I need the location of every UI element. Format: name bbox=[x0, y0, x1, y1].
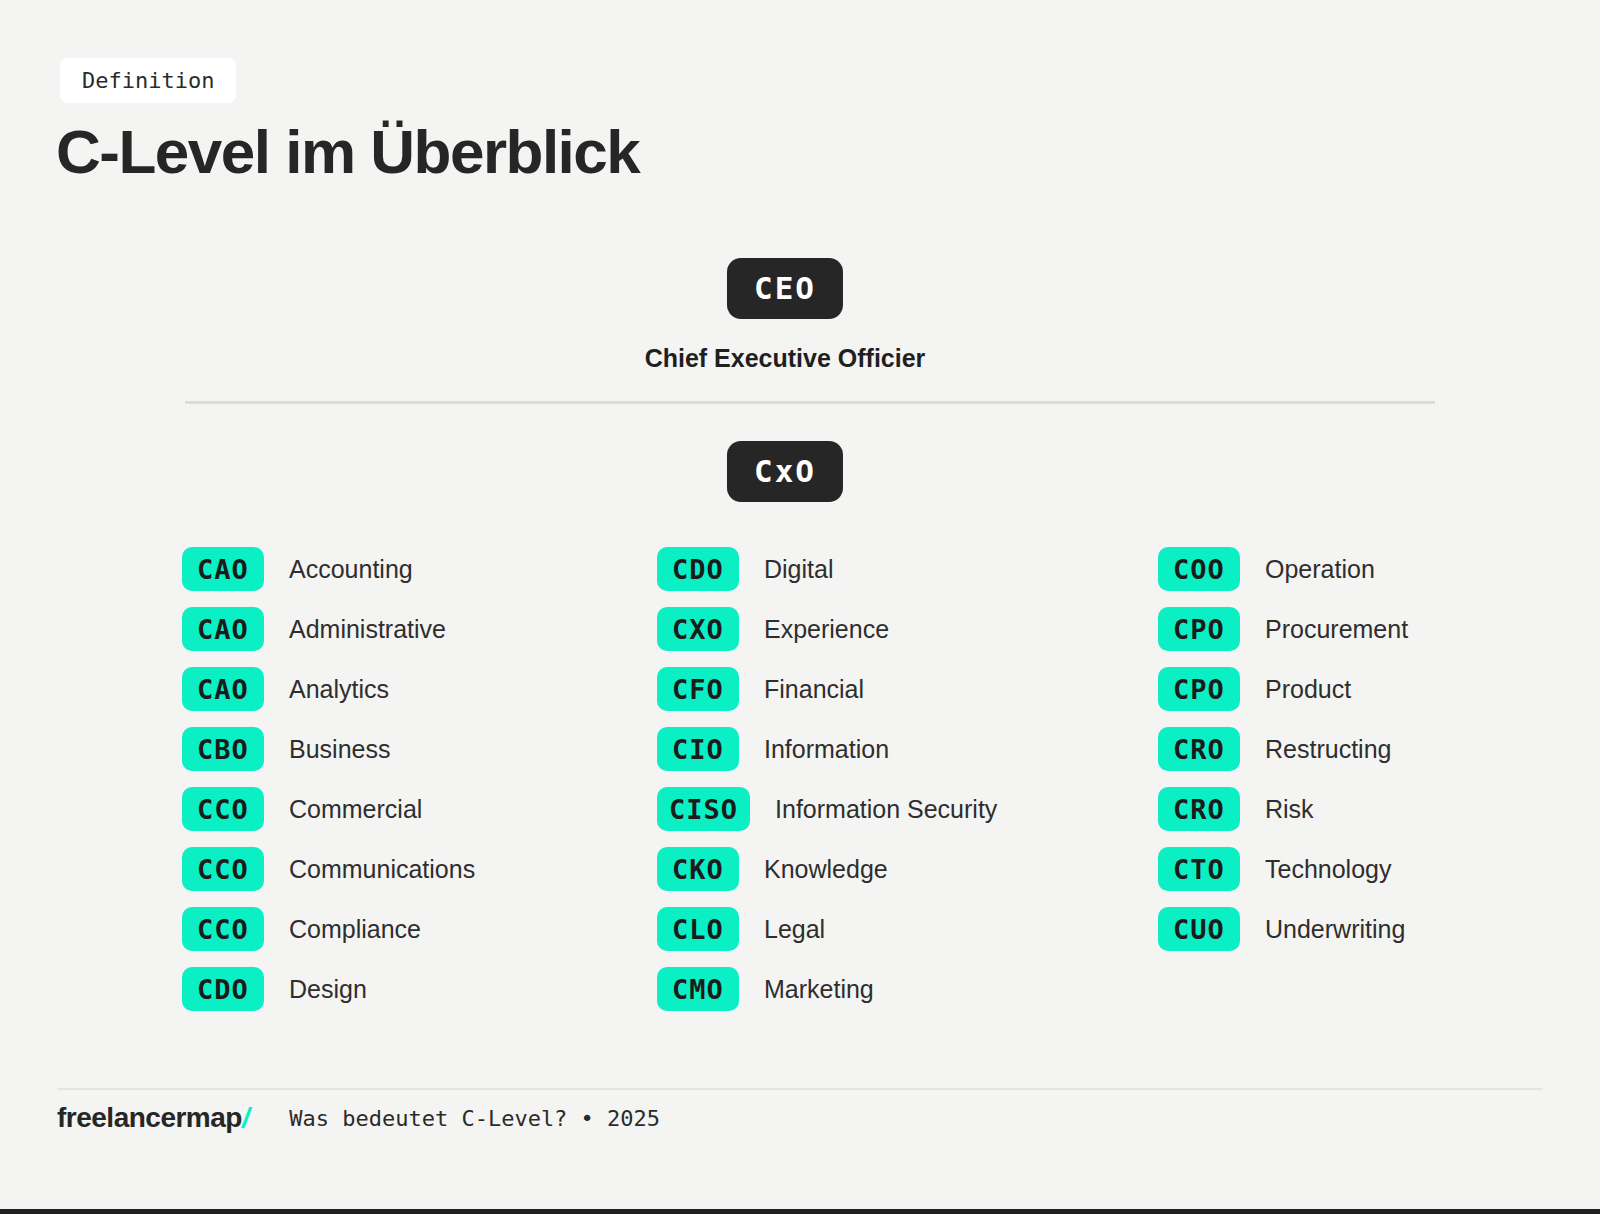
role-row: COO Operation bbox=[1158, 547, 1408, 591]
role-label: Product bbox=[1265, 675, 1351, 704]
role-abbr-badge: CRO bbox=[1158, 787, 1240, 831]
role-label: Analytics bbox=[289, 675, 389, 704]
role-abbr-badge: CDO bbox=[182, 967, 264, 1011]
role-abbr-badge: CRO bbox=[1158, 727, 1240, 771]
hierarchy-divider bbox=[185, 401, 1435, 404]
role-abbr-badge: CTO bbox=[1158, 847, 1240, 891]
role-row: CCO Communications bbox=[182, 847, 475, 891]
role-row: CCO Commercial bbox=[182, 787, 475, 831]
role-abbr-badge: CFO bbox=[657, 667, 739, 711]
role-row: CUO Underwriting bbox=[1158, 907, 1408, 951]
role-row: CRO Restructing bbox=[1158, 727, 1408, 771]
role-label: Experience bbox=[764, 615, 889, 644]
role-label: Underwriting bbox=[1265, 915, 1405, 944]
role-row: CBO Business bbox=[182, 727, 475, 771]
role-label: Marketing bbox=[764, 975, 874, 1004]
role-abbr-badge: CCO bbox=[182, 847, 264, 891]
role-row: CPO Product bbox=[1158, 667, 1408, 711]
role-row: CAO Accounting bbox=[182, 547, 475, 591]
brand-text: freelancermap bbox=[57, 1102, 242, 1133]
role-label: Digital bbox=[764, 555, 833, 584]
role-abbr-badge: CDO bbox=[657, 547, 739, 591]
role-abbr-badge: CLO bbox=[657, 907, 739, 951]
role-row: CPO Procurement bbox=[1158, 607, 1408, 651]
role-label: Risk bbox=[1265, 795, 1314, 824]
role-abbr-badge: CPO bbox=[1158, 667, 1240, 711]
role-abbr-badge: CUO bbox=[1158, 907, 1240, 951]
role-label: Accounting bbox=[289, 555, 413, 584]
footer-divider bbox=[57, 1088, 1543, 1090]
cxo-badge-row: CxO bbox=[185, 441, 1385, 502]
role-row: CMO Marketing bbox=[657, 967, 997, 1011]
bottom-accent-bar bbox=[0, 1209, 1600, 1214]
role-row: CISO Information Security bbox=[657, 787, 997, 831]
role-label: Business bbox=[289, 735, 390, 764]
role-abbr-badge: CAO bbox=[182, 667, 264, 711]
ceo-badge-row: CEO bbox=[185, 258, 1385, 319]
role-column-3: COO Operation CPO Procurement CPO Produc… bbox=[1158, 547, 1408, 951]
role-row: CCO Compliance bbox=[182, 907, 475, 951]
role-abbr-badge: CMO bbox=[657, 967, 739, 1011]
brand-slash-icon: / bbox=[242, 1102, 249, 1133]
role-abbr-badge: CCO bbox=[182, 907, 264, 951]
ceo-badge: CEO bbox=[727, 258, 843, 319]
role-row: CAO Administrative bbox=[182, 607, 475, 651]
role-abbr-badge: CPO bbox=[1158, 607, 1240, 651]
role-label: Restructing bbox=[1265, 735, 1391, 764]
role-label: Technology bbox=[1265, 855, 1391, 884]
role-column-1: CAO Accounting CAO Administrative CAO An… bbox=[182, 547, 475, 1011]
ceo-full-title: Chief Executive Officier bbox=[185, 344, 1385, 373]
role-label: Design bbox=[289, 975, 367, 1004]
role-label: Operation bbox=[1265, 555, 1375, 584]
role-abbr-badge: CCO bbox=[182, 787, 264, 831]
role-abbr-badge: COO bbox=[1158, 547, 1240, 591]
role-row: CTO Technology bbox=[1158, 847, 1408, 891]
role-abbr-badge: CKO bbox=[657, 847, 739, 891]
cxo-badge: CxO bbox=[727, 441, 843, 502]
page-title: C-Level im Überblick bbox=[56, 116, 639, 187]
role-label: Legal bbox=[764, 915, 825, 944]
role-row: CAO Analytics bbox=[182, 667, 475, 711]
role-row: CFO Financial bbox=[657, 667, 997, 711]
role-label: Compliance bbox=[289, 915, 421, 944]
definition-tag: Definition bbox=[60, 58, 236, 103]
role-row: CDO Digital bbox=[657, 547, 997, 591]
footer-caption: Was bedeutet C-Level? • 2025 bbox=[289, 1106, 660, 1131]
role-row: CLO Legal bbox=[657, 907, 997, 951]
role-label: Financial bbox=[764, 675, 864, 704]
role-label: Information bbox=[764, 735, 889, 764]
role-label: Information Security bbox=[775, 795, 997, 824]
role-abbr-badge: CISO bbox=[657, 787, 750, 831]
role-abbr-badge: CAO bbox=[182, 607, 264, 651]
role-label: Communications bbox=[289, 855, 475, 884]
role-column-2: CDO Digital CXO Experience CFO Financial… bbox=[657, 547, 997, 1011]
role-label: Administrative bbox=[289, 615, 446, 644]
role-abbr-badge: CIO bbox=[657, 727, 739, 771]
role-row: CIO Information bbox=[657, 727, 997, 771]
role-abbr-badge: CXO bbox=[657, 607, 739, 651]
role-label: Procurement bbox=[1265, 615, 1408, 644]
infographic-canvas: Definition C-Level im Überblick CEO Chie… bbox=[0, 0, 1600, 1214]
role-abbr-badge: CBO bbox=[182, 727, 264, 771]
role-row: CKO Knowledge bbox=[657, 847, 997, 891]
freelancermap-logo: freelancermap/ bbox=[57, 1102, 249, 1134]
role-abbr-badge: CAO bbox=[182, 547, 264, 591]
role-row: CXO Experience bbox=[657, 607, 997, 651]
role-label: Knowledge bbox=[764, 855, 888, 884]
footer: freelancermap/ Was bedeutet C-Level? • 2… bbox=[57, 1102, 660, 1134]
role-label: Commercial bbox=[289, 795, 422, 824]
role-row: CRO Risk bbox=[1158, 787, 1408, 831]
role-row: CDO Design bbox=[182, 967, 475, 1011]
